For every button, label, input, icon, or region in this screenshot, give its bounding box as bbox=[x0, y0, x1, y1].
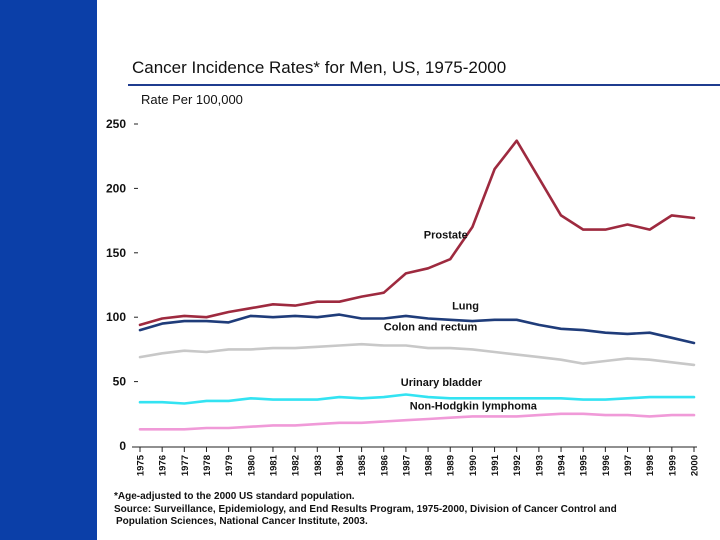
axes: 0 50 100 150 200 250 1975 1976 1977 1978 1979 1980 1… bbox=[106, 117, 701, 476]
title-underline bbox=[128, 84, 720, 86]
x-tick-label: 1997 bbox=[623, 455, 634, 476]
x-tick-label: 1983 bbox=[313, 455, 324, 476]
x-tick-label: 1998 bbox=[645, 455, 656, 476]
y-tick-label: 50 bbox=[113, 375, 127, 389]
side-color-bar bbox=[0, 0, 97, 540]
series-line bbox=[138, 342, 696, 367]
footnote-line-2: Source: Surveillance, Epidemiology, and … bbox=[114, 503, 617, 515]
y-tick-label: 0 bbox=[119, 439, 126, 453]
x-tick-label: 1993 bbox=[534, 455, 545, 476]
x-tick-label: 1976 bbox=[158, 455, 169, 476]
series-label: Prostate bbox=[424, 230, 468, 242]
x-tick-label: 1979 bbox=[224, 455, 235, 476]
x-tick-label: 1999 bbox=[667, 455, 678, 476]
x-tick-label: 1975 bbox=[136, 454, 147, 476]
x-tick-label: 1990 bbox=[468, 455, 479, 476]
x-tick-label: 1988 bbox=[424, 455, 435, 476]
series-line bbox=[138, 313, 696, 345]
x-tick-label: 1977 bbox=[180, 455, 191, 476]
x-tick-label: 2000 bbox=[690, 455, 701, 476]
chart-title: Cancer Incidence Rates* for Men, US, 197… bbox=[132, 58, 507, 77]
x-tick-label: 1991 bbox=[490, 454, 501, 476]
x-tick-label: 1978 bbox=[202, 455, 213, 476]
y-axis-label: Rate Per 100,000 bbox=[141, 92, 243, 107]
footnote-line-3: Population Sciences, National Cancer Ins… bbox=[116, 516, 368, 527]
x-tick-label: 1992 bbox=[512, 455, 523, 476]
y-tick-label: 150 bbox=[106, 246, 126, 260]
series-label: Colon and rectum bbox=[384, 322, 478, 334]
x-tick-label: 1995 bbox=[579, 454, 590, 476]
series-line bbox=[138, 412, 696, 431]
y-tick-label: 100 bbox=[106, 310, 126, 324]
x-tick-label: 1980 bbox=[246, 455, 257, 476]
y-tick-label: 250 bbox=[106, 117, 126, 131]
x-tick-label: 1985 bbox=[357, 454, 368, 476]
series-label: Non-Hodgkin lymphoma bbox=[410, 401, 538, 413]
series-labels: Prostate Lung Colon and rectum Urinary blad… bbox=[384, 230, 538, 413]
series-line bbox=[138, 139, 696, 327]
footnote: *Age-adjusted to the 2000 US standard po… bbox=[114, 491, 714, 529]
x-tick-label: 1986 bbox=[379, 455, 390, 476]
x-tick-label: 1981 bbox=[268, 454, 279, 476]
y-tick-label: 200 bbox=[106, 181, 126, 195]
x-tick-label: 1996 bbox=[601, 455, 612, 476]
x-tick-label: 1989 bbox=[446, 455, 457, 476]
footnote-line-1: *Age-adjusted to the 2000 US standard po… bbox=[114, 491, 355, 502]
series-label: Urinary bladder bbox=[401, 377, 483, 389]
series-line bbox=[138, 393, 696, 405]
series-label: Lung bbox=[452, 300, 479, 312]
series-layer bbox=[138, 139, 696, 431]
x-tick-label: 1987 bbox=[401, 455, 412, 476]
x-tick-label: 1994 bbox=[557, 454, 568, 476]
x-tick-label: 1984 bbox=[335, 454, 346, 476]
x-tick-label: 1982 bbox=[291, 455, 302, 476]
